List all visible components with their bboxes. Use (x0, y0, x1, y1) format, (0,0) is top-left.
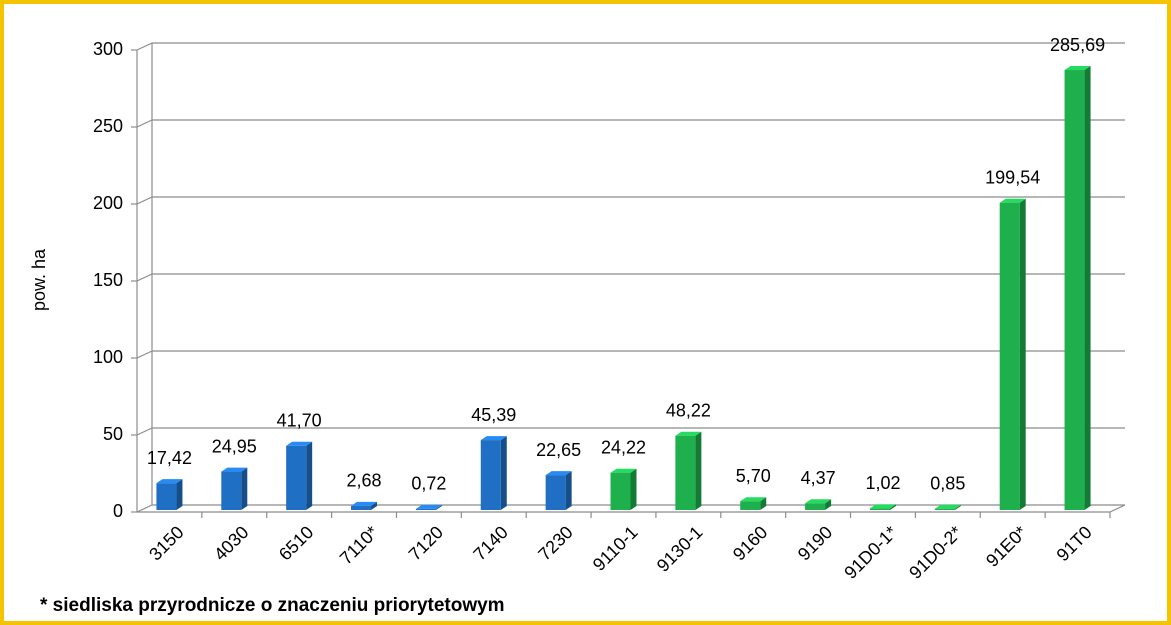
value-label: 1,02 (865, 473, 900, 493)
bar-side (306, 441, 313, 510)
bar-side (176, 479, 183, 510)
bar-top (480, 436, 507, 441)
y-tick-label: 50 (103, 424, 123, 444)
bar-side (825, 499, 832, 510)
value-label: 4,37 (801, 468, 836, 488)
value-label: 24,22 (601, 437, 646, 457)
bar (286, 445, 307, 510)
bar (805, 503, 826, 510)
bar-side (1084, 66, 1091, 510)
bar-top (805, 499, 832, 504)
bar-top (999, 198, 1026, 203)
grid-depth (136, 196, 153, 205)
bar (740, 501, 761, 510)
bar-top (545, 471, 572, 476)
bar (934, 508, 955, 510)
bar-side (954, 504, 961, 510)
value-label: 22,65 (536, 440, 581, 460)
bar-top (351, 501, 378, 506)
bar (675, 435, 696, 510)
value-label: 199,54 (985, 167, 1040, 187)
bar-side (565, 471, 572, 510)
value-label: 24,95 (212, 436, 257, 456)
bar-side (630, 468, 637, 510)
bar (156, 483, 177, 510)
bar-side (435, 504, 442, 510)
bar-top (286, 441, 313, 446)
bar (480, 440, 501, 510)
y-axis-label: pow. ha (29, 248, 49, 311)
y-tick-label: 250 (93, 116, 123, 136)
bar-top (156, 479, 183, 484)
bar-top (610, 468, 637, 473)
value-label: 41,70 (277, 411, 322, 431)
bar-side (241, 467, 248, 510)
y-tick-label: 0 (113, 501, 123, 521)
bar-side (695, 431, 702, 510)
value-label: 285,69 (1050, 35, 1105, 55)
value-label: 45,39 (471, 405, 516, 425)
bar-side (500, 436, 507, 510)
y-tick-label: 300 (93, 39, 123, 59)
bar (221, 471, 242, 510)
bar-top (869, 504, 896, 509)
y-tick-label: 200 (93, 193, 123, 213)
grid-depth (136, 42, 153, 51)
value-label: 0,85 (930, 473, 965, 493)
y-tick-label: 100 (93, 347, 123, 367)
y-tick-label: 150 (93, 270, 123, 290)
bar (1064, 70, 1085, 510)
grid-depth (136, 273, 153, 282)
bar-top (221, 467, 248, 472)
grid-depth (136, 504, 153, 513)
footnote: * siedliska przyrodnicze o znaczeniu pri… (40, 595, 505, 616)
value-label: 2,68 (347, 471, 382, 491)
bar (351, 505, 372, 510)
bar (610, 472, 631, 510)
value-label: 5,70 (736, 466, 771, 486)
bar-top (934, 504, 961, 509)
bar (415, 508, 436, 510)
value-label: 48,22 (666, 400, 711, 420)
grid-depth (136, 119, 153, 128)
grid-depth (136, 350, 153, 359)
value-label: 0,72 (411, 474, 446, 494)
grid-depth (136, 427, 153, 436)
value-label: 17,42 (147, 448, 192, 468)
bar (999, 202, 1020, 510)
x-axis-depth (1109, 504, 1126, 513)
bar (545, 475, 566, 510)
bar-side (889, 504, 896, 510)
bar-top (1064, 66, 1091, 71)
bar (869, 508, 890, 510)
bar-side (760, 497, 767, 510)
bar-side (1019, 198, 1026, 510)
bar-top (415, 504, 442, 509)
bar-side (371, 501, 378, 510)
bar-top (740, 497, 767, 502)
bar-top (675, 431, 702, 436)
